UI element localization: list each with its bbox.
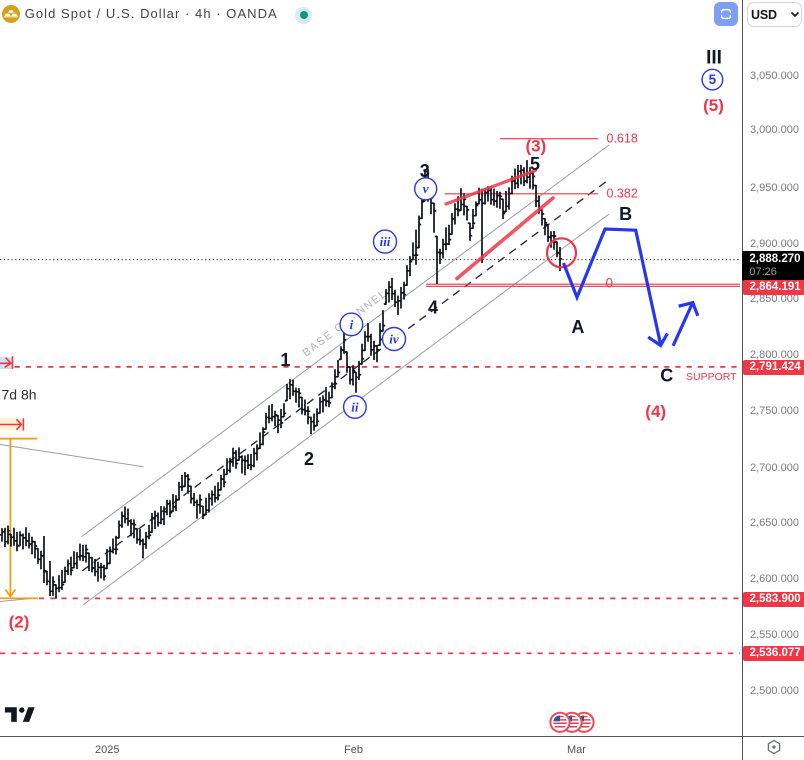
- svg-text:A: A: [571, 317, 584, 337]
- svg-text:0.382: 0.382: [607, 186, 638, 200]
- svg-text:iv: iv: [389, 331, 399, 346]
- svg-text:5: 5: [530, 154, 540, 174]
- svg-text:v: v: [423, 181, 429, 196]
- svg-text:4: 4: [428, 297, 438, 317]
- svg-text:i: i: [350, 317, 354, 332]
- svg-text:0.618: 0.618: [607, 132, 638, 146]
- svg-text:iii: iii: [380, 234, 391, 249]
- svg-text:III: III: [706, 47, 722, 68]
- svg-text:1: 1: [280, 350, 290, 370]
- svg-text:SUPPORT: SUPPORT: [686, 371, 737, 383]
- svg-text:ii: ii: [351, 399, 359, 414]
- svg-text:(5): (5): [703, 96, 724, 115]
- svg-text:(2): (2): [9, 613, 30, 632]
- svg-text:2: 2: [304, 449, 314, 469]
- svg-text:(4): (4): [645, 402, 666, 421]
- svg-text:B: B: [619, 204, 632, 224]
- svg-text:0: 0: [606, 276, 614, 291]
- svg-text:C: C: [660, 365, 673, 385]
- svg-text:7d 8h: 7d 8h: [2, 387, 37, 403]
- svg-text:3: 3: [420, 161, 430, 181]
- svg-text:5: 5: [709, 72, 717, 87]
- svg-text:(3): (3): [526, 137, 547, 156]
